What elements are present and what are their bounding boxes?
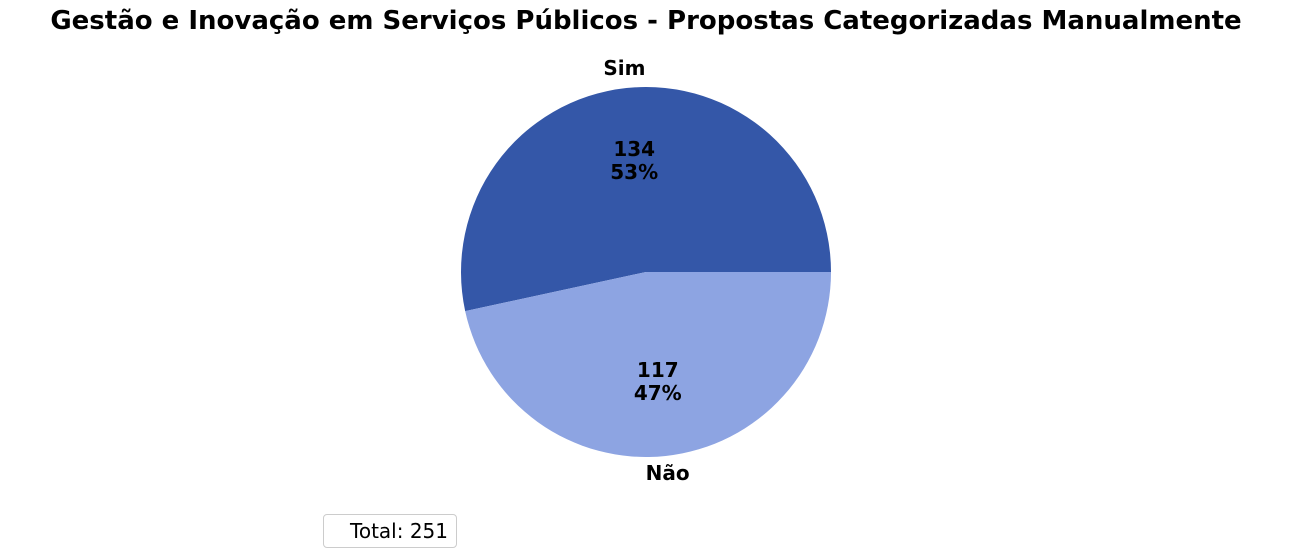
chart-title: Gestão e Inovação em Serviços Públicos -… (50, 6, 1242, 36)
slice-percent-nao: 47% (634, 381, 682, 405)
slice-percent-sim: 53% (610, 160, 658, 184)
slice-label-nao: Não (646, 461, 690, 485)
pie-slice-sim (461, 86, 831, 312)
total-legend-text: Total: 251 (350, 519, 448, 543)
slice-value-nao: 117 (637, 358, 679, 382)
pie-slice-nao (465, 272, 831, 457)
slice-label-sim: Sim (603, 56, 645, 80)
total-legend: Total: 251 (323, 514, 457, 548)
slice-value-sim: 134 (613, 137, 655, 161)
